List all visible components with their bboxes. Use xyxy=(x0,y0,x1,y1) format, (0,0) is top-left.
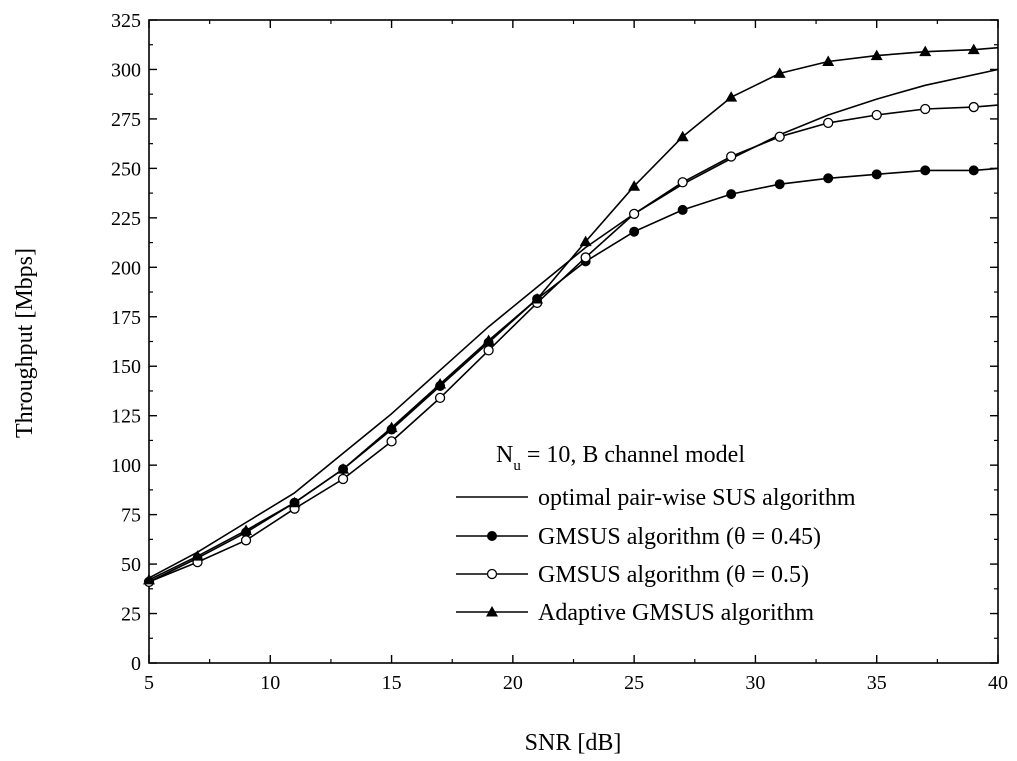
data-point xyxy=(628,208,640,220)
data-point xyxy=(676,130,689,142)
y-tick-label: 150 xyxy=(111,356,141,378)
legend-entry-4: Adaptive GMSUS algorithm xyxy=(456,600,814,626)
data-point xyxy=(531,292,544,304)
y-tick-label: 225 xyxy=(111,208,141,230)
x-axis-title: SNR [dB] xyxy=(525,730,622,756)
y-tick-label: 275 xyxy=(111,109,141,131)
x-tick-label: 5 xyxy=(144,672,154,694)
y-tick-label: 25 xyxy=(121,604,141,626)
y-tick-label: 325 xyxy=(111,10,141,32)
y-tick-label: 125 xyxy=(111,406,141,428)
series-4 xyxy=(143,43,999,585)
data-point xyxy=(968,165,979,176)
data-point xyxy=(288,496,301,508)
data-point xyxy=(386,436,397,447)
legend-label: GMSUS algorithm (θ = 0.45) xyxy=(538,524,821,550)
data-point xyxy=(434,392,446,404)
y-tick-label: 250 xyxy=(111,158,141,180)
data-point xyxy=(677,177,688,188)
legend-label: Adaptive GMSUS algorithm xyxy=(538,600,814,626)
data-point xyxy=(919,45,932,57)
x-tick-label: 25 xyxy=(624,672,644,694)
data-point xyxy=(870,49,883,61)
legend-label: optimal pair-wise SUS algorithm xyxy=(538,485,856,511)
data-point xyxy=(920,165,931,176)
data-point xyxy=(774,179,785,190)
series-line xyxy=(148,68,999,579)
data-point xyxy=(580,252,591,263)
x-tick-label: 30 xyxy=(745,672,765,694)
data-point xyxy=(434,378,447,389)
data-point xyxy=(726,189,737,200)
data-point xyxy=(773,67,786,78)
series-1 xyxy=(148,68,999,579)
data-point xyxy=(725,91,738,102)
data-point xyxy=(967,43,980,55)
x-tick-label: 15 xyxy=(382,672,402,694)
legend-entry-1: optimal pair-wise SUS algorithm xyxy=(456,485,856,511)
data-point xyxy=(628,180,641,191)
y-tick-label: 50 xyxy=(121,554,141,576)
data-point xyxy=(823,173,834,184)
x-tick-label: 10 xyxy=(260,672,280,694)
y-tick-label: 300 xyxy=(111,59,141,81)
y-tick-label: 200 xyxy=(111,257,141,279)
legend-marker xyxy=(486,568,498,580)
series-layer xyxy=(143,43,999,588)
data-point xyxy=(920,103,931,115)
x-tick-label: 35 xyxy=(867,672,887,694)
data-point xyxy=(337,463,350,474)
data-point xyxy=(871,109,882,121)
y-tick-label: 175 xyxy=(111,307,141,329)
legend: Nu = 10, B channel model optimal pair-wis… xyxy=(456,442,856,626)
y-tick-label: 100 xyxy=(111,455,141,477)
data-point xyxy=(822,55,835,67)
axis-ticks: 5 10 15 20 25 30 35 40 0 25 50 75 100 125 150 175 200 225… xyxy=(111,10,1008,694)
data-point xyxy=(629,226,640,237)
y-tick-label: 75 xyxy=(121,505,141,527)
data-point xyxy=(968,101,979,113)
data-point xyxy=(385,421,398,433)
data-point xyxy=(579,235,592,247)
data-point xyxy=(143,573,155,585)
data-point xyxy=(823,117,834,129)
data-point xyxy=(240,524,253,535)
legend-entry-2: GMSUS algorithm (θ = 0.45) xyxy=(456,524,821,550)
data-point xyxy=(191,550,204,561)
legend-label: GMSUS algorithm (θ = 0.5) xyxy=(538,562,809,588)
y-axis-title: Throughput [Mbps] xyxy=(12,248,38,438)
data-point xyxy=(774,131,785,142)
x-tick-label: 20 xyxy=(503,672,523,694)
data-point xyxy=(483,345,494,356)
data-point xyxy=(871,169,882,180)
y-tick-label: 0 xyxy=(131,653,141,675)
data-point xyxy=(337,473,349,485)
legend-marker xyxy=(486,606,498,617)
data-point xyxy=(240,535,252,546)
legend-entry-3: GMSUS algorithm (θ = 0.5) xyxy=(456,562,809,588)
data-point xyxy=(677,204,688,215)
data-point xyxy=(726,151,737,162)
data-point xyxy=(482,334,495,346)
x-tick-label: 40 xyxy=(988,672,1008,694)
legend-marker xyxy=(487,531,497,541)
legend-title: Nu = 10, B channel model xyxy=(496,442,745,474)
